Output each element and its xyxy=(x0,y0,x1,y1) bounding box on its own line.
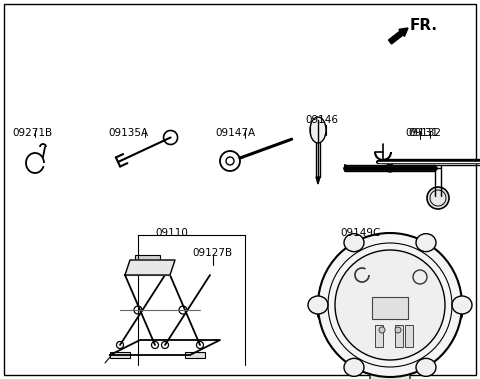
Text: 09135A: 09135A xyxy=(108,128,148,138)
Circle shape xyxy=(134,306,142,314)
Circle shape xyxy=(379,327,385,333)
Text: 09147A: 09147A xyxy=(215,128,255,138)
Ellipse shape xyxy=(416,359,436,376)
FancyArrow shape xyxy=(388,28,408,44)
Ellipse shape xyxy=(310,117,326,143)
Bar xyxy=(375,325,383,347)
Circle shape xyxy=(395,327,401,333)
Ellipse shape xyxy=(427,187,449,209)
Circle shape xyxy=(152,341,158,349)
Ellipse shape xyxy=(452,296,472,314)
Circle shape xyxy=(220,151,240,171)
FancyBboxPatch shape xyxy=(370,370,410,379)
Circle shape xyxy=(117,341,123,349)
Polygon shape xyxy=(125,260,175,275)
Text: 09149C: 09149C xyxy=(340,228,380,238)
Bar xyxy=(135,255,160,263)
Circle shape xyxy=(335,250,445,360)
Text: 09132: 09132 xyxy=(408,128,441,138)
Ellipse shape xyxy=(416,233,436,252)
Ellipse shape xyxy=(344,359,364,376)
Bar xyxy=(405,325,413,347)
Circle shape xyxy=(161,341,168,349)
Polygon shape xyxy=(316,177,320,184)
Bar xyxy=(110,352,130,358)
Circle shape xyxy=(318,233,462,377)
Ellipse shape xyxy=(308,296,328,314)
Text: FR.: FR. xyxy=(410,18,438,33)
Ellipse shape xyxy=(318,301,462,330)
Text: 09146: 09146 xyxy=(305,115,338,125)
Circle shape xyxy=(226,157,234,165)
Text: 09127B: 09127B xyxy=(192,248,232,258)
Circle shape xyxy=(179,306,187,314)
Circle shape xyxy=(196,341,204,349)
Text: 09110: 09110 xyxy=(155,228,188,238)
Bar xyxy=(185,352,205,358)
Bar xyxy=(395,325,403,347)
Text: 09131: 09131 xyxy=(405,128,438,138)
Text: 09271B: 09271B xyxy=(12,128,52,138)
Ellipse shape xyxy=(344,233,364,252)
Circle shape xyxy=(386,164,394,172)
Bar xyxy=(372,297,408,319)
